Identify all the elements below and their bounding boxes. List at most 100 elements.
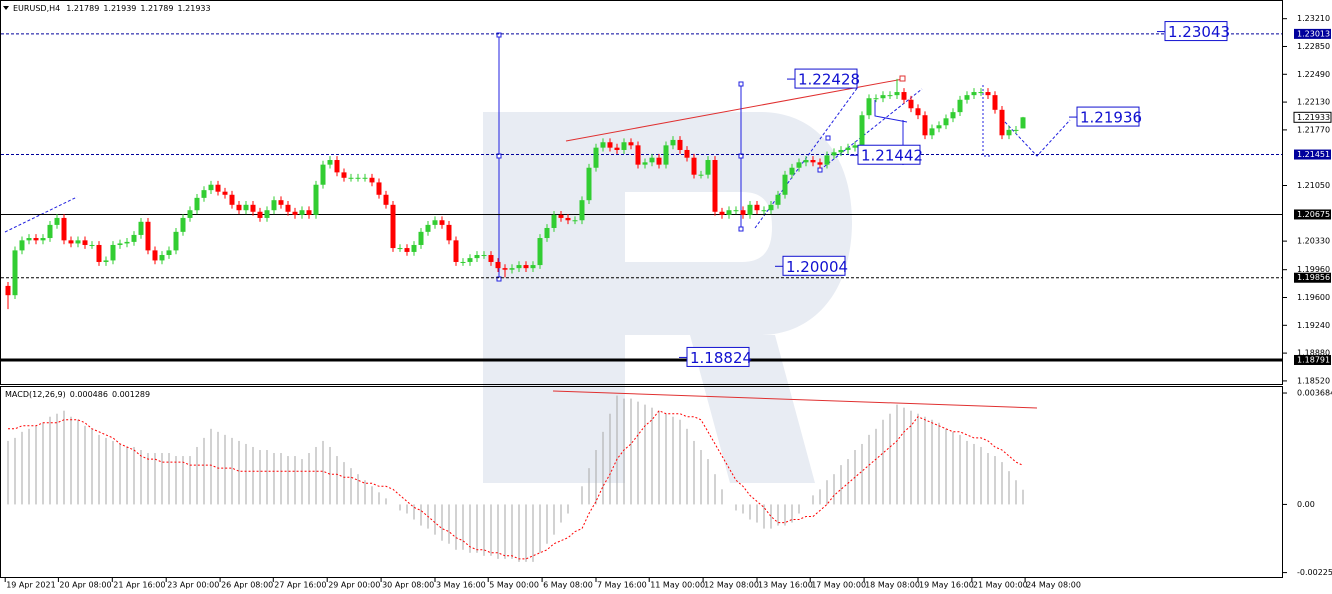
- candle-body: [327, 160, 333, 165]
- annotation-label: 1.18824: [690, 349, 752, 367]
- candle-body: [208, 184, 214, 191]
- candle-body: [89, 244, 95, 246]
- candle-body: [922, 115, 928, 136]
- candle-body: [82, 240, 88, 245]
- candle-body: [348, 177, 354, 179]
- x-tick-label: 11 May 00:00: [650, 581, 705, 590]
- candle-body: [740, 210, 746, 215]
- candle-body: [656, 157, 662, 165]
- candle-body: [943, 118, 949, 126]
- candle-body: [817, 162, 823, 165]
- candle-body: [362, 177, 368, 179]
- annotation-label: 1.22428: [798, 71, 860, 89]
- candle-body: [775, 194, 781, 205]
- y-tick-label: 1.18880: [1297, 349, 1330, 358]
- candle-body: [509, 268, 515, 270]
- candle-body: [544, 227, 550, 239]
- annotation-box: [686, 346, 750, 367]
- watermark: [483, 112, 852, 483]
- annotation-box: [794, 68, 858, 89]
- candle-body: [964, 95, 970, 100]
- candle-body: [530, 265, 536, 269]
- x-tick-label: 7 May 16:00: [597, 581, 647, 590]
- current-price-label: 1.21933: [1297, 113, 1330, 122]
- candle-body: [54, 217, 60, 225]
- candle-body: [593, 147, 599, 168]
- candle-body: [719, 211, 725, 215]
- y-tick-label: 1.19600: [1297, 293, 1330, 302]
- candle-body: [306, 210, 312, 215]
- candle-body: [824, 155, 830, 165]
- x-tick-label: 27 Apr 16:00: [274, 581, 326, 590]
- y-tick-label: 1.22490: [1297, 70, 1330, 79]
- candle-body: [579, 200, 585, 221]
- x-tick-label: 24 May 08:00: [1026, 581, 1081, 590]
- candle-body: [299, 210, 305, 215]
- candle-body: [796, 162, 802, 168]
- candle-body: [516, 265, 522, 269]
- macd-title: MACD(12,26,9): [5, 390, 66, 399]
- candle-body: [698, 174, 704, 176]
- candle-body: [999, 109, 1005, 136]
- plot: 1.23043 1.22428 1.21936 1.21442 1.20004 1.188…: [1, 21, 1282, 562]
- price-panel: [0, 0, 1283, 385]
- candle-body: [803, 160, 809, 163]
- candle-body: [222, 191, 228, 195]
- level-label: 1.20675: [1297, 210, 1330, 219]
- candle-body: [397, 248, 403, 250]
- annotation-label: 1.21936: [1080, 109, 1142, 127]
- level-box: [1294, 354, 1331, 365]
- candle-body: [929, 128, 935, 136]
- y-tick-label: 1.19240: [1297, 321, 1330, 330]
- candle-body: [152, 250, 158, 261]
- candle-body: [971, 92, 977, 96]
- x-tick-label: 5 May 00:00: [489, 581, 539, 590]
- candle-body: [642, 162, 648, 165]
- candle-body: [1020, 117, 1026, 129]
- candle-body: [768, 204, 774, 211]
- x-tick-label: 21 May 00:00: [973, 581, 1028, 590]
- candle-body: [229, 194, 235, 205]
- current-price-box: [1293, 111, 1332, 123]
- candle-body: [978, 92, 984, 94]
- candle-body: [691, 157, 697, 175]
- candle-body: [474, 255, 480, 259]
- candle-body: [418, 231, 424, 245]
- low: 1.21789: [140, 4, 173, 13]
- candle-body: [250, 204, 256, 212]
- x-tick-label: 20 Apr 08:00: [59, 581, 111, 590]
- candle-body: [341, 172, 347, 178]
- level-label: 1.18791: [1297, 355, 1330, 364]
- level-box: [1294, 28, 1331, 39]
- annotation-label: 1.23043: [1168, 23, 1230, 41]
- candle-body: [110, 244, 116, 261]
- x-tick-label: 17 May 00:00: [811, 581, 866, 590]
- candle-body: [481, 255, 487, 257]
- candle-body: [712, 160, 718, 212]
- candle-body: [453, 240, 459, 262]
- candle-body: [68, 240, 74, 244]
- macd-header: MACD(12,26,9) 0.000486 0.001289: [5, 390, 150, 399]
- candle-body: [684, 149, 690, 158]
- candle-body: [467, 258, 473, 262]
- signal-line: [8, 410, 1024, 560]
- annotation-label: 1.21442: [861, 147, 923, 165]
- candle-body: [852, 145, 858, 148]
- candle-body: [138, 221, 144, 235]
- candle-body: [523, 265, 529, 269]
- candle-body: [96, 244, 102, 262]
- candle-body: [103, 260, 109, 262]
- candle-body: [880, 95, 886, 99]
- candle-body: [5, 285, 11, 296]
- candle-body: [40, 238, 46, 241]
- candle-body: [166, 250, 172, 256]
- candle-body: [621, 142, 627, 150]
- candle-body: [831, 152, 837, 156]
- candle-body: [124, 241, 130, 244]
- candle-body: [75, 240, 81, 244]
- candle-body: [47, 224, 53, 239]
- y-tick-label: 1.20330: [1297, 237, 1330, 246]
- candle-body: [201, 190, 207, 198]
- candle-body: [887, 95, 893, 97]
